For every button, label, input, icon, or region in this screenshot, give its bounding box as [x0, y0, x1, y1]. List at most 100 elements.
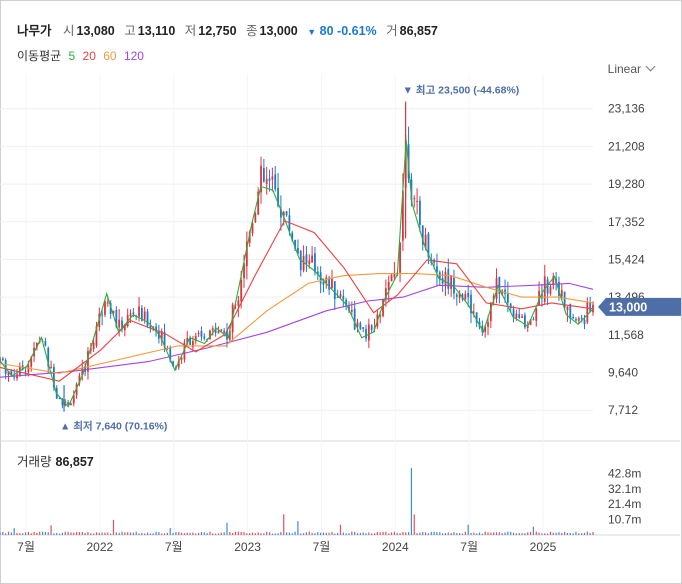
- volume-bar: [232, 533, 234, 535]
- volume-bar: [226, 522, 228, 535]
- candle-body: [455, 294, 458, 297]
- volume-bar: [24, 532, 27, 535]
- volume-bar: [481, 533, 483, 535]
- volume-bar: [390, 532, 393, 535]
- volume-bar: [101, 532, 103, 535]
- candle-body: [44, 341, 47, 346]
- candle-body: [209, 330, 211, 339]
- candle-body: [470, 294, 472, 314]
- close-label: 종: [246, 24, 258, 38]
- volume-value: 86,857: [399, 24, 438, 38]
- candle-body: [436, 266, 438, 273]
- volume-bar: [104, 532, 106, 535]
- candle-body: [123, 324, 126, 330]
- candle-body: [200, 330, 203, 337]
- y-tick-label: 23,136: [608, 102, 645, 116]
- volume-bar: [461, 533, 464, 535]
- candle-body: [518, 314, 521, 318]
- volume-bar: [325, 532, 327, 535]
- volume-bar: [115, 532, 117, 535]
- volume-bar: [575, 531, 577, 535]
- moving-average-legend[interactable]: 이동평균 5 20 60 120: [17, 47, 148, 64]
- candle-body: [484, 326, 487, 332]
- volume-bar: [237, 531, 239, 535]
- candle-body: [50, 367, 52, 369]
- candle-body: [322, 281, 325, 285]
- volume-bar: [422, 531, 424, 535]
- candle-body: [172, 361, 174, 367]
- y-tick-label: 19,280: [608, 177, 645, 191]
- volume-bar: [507, 531, 509, 535]
- candle-body: [495, 278, 498, 299]
- y-tick-label: 11,568: [608, 328, 644, 342]
- last-price-tag: [598, 297, 681, 316]
- open-label: 시: [63, 24, 75, 38]
- volume-bar: [478, 532, 481, 535]
- volume-bar: [504, 532, 506, 535]
- volume-bar: [524, 533, 526, 535]
- volume-bar: [305, 532, 308, 535]
- candle-body: [302, 255, 305, 271]
- volume-bar: [547, 533, 549, 535]
- candle-body: [572, 316, 575, 319]
- scale-mode-label: Linear: [607, 62, 641, 76]
- volume-bar: [129, 532, 132, 535]
- volume-bar: [58, 533, 61, 535]
- volume-bar: [98, 532, 100, 535]
- volume-bar: [371, 533, 373, 535]
- volume-bar: [195, 533, 197, 535]
- close-value: 13,000: [259, 24, 298, 38]
- candle-body: [569, 303, 572, 319]
- volume-bar: [110, 533, 112, 535]
- candle-body: [291, 232, 294, 241]
- candle-body: [121, 320, 123, 330]
- candle-body: [203, 336, 206, 339]
- volume-bar: [368, 532, 370, 535]
- volume-bar: [430, 531, 432, 535]
- volume-bar: [288, 532, 291, 535]
- candle-body: [532, 319, 535, 321]
- volume-bar: [447, 532, 449, 535]
- volume-bar: [586, 531, 588, 535]
- volume-bar: [93, 533, 95, 535]
- candle-body: [467, 292, 470, 298]
- candle-body: [413, 198, 416, 200]
- change-arrow-icon: ▼: [307, 27, 317, 37]
- candle-body: [416, 200, 418, 202]
- scale-mode-dropdown[interactable]: Linear: [607, 61, 656, 76]
- volume-bar: [473, 532, 475, 535]
- volume-bar: [7, 531, 10, 535]
- candle-body: [345, 299, 348, 306]
- candle-body: [115, 309, 118, 327]
- volume-bar: [44, 531, 46, 535]
- volume-bar: [302, 533, 305, 535]
- volume-bar: [365, 533, 367, 535]
- candle-body: [487, 322, 489, 327]
- volume-bar: [439, 532, 441, 535]
- volume-bar: [22, 533, 24, 535]
- volume-bar: [107, 532, 109, 535]
- candle-body: [0, 358, 1, 362]
- candle-body: [356, 322, 359, 328]
- candle-body: [248, 231, 251, 243]
- candle-body: [67, 402, 69, 405]
- volume-bar: [459, 533, 461, 535]
- open-value: 13,080: [76, 24, 115, 38]
- volume-bar: [158, 532, 160, 535]
- candle-body: [268, 178, 271, 181]
- volume-bar: [314, 533, 316, 535]
- candle-body: [362, 327, 365, 329]
- candle-body: [515, 313, 518, 318]
- candle-body: [379, 315, 382, 317]
- volume-bar: [220, 532, 222, 535]
- candle-body: [390, 274, 393, 282]
- volume-bar: [544, 533, 546, 535]
- min-annotation: ▲ 최저 7,640 (70.16%): [60, 420, 167, 433]
- volume-bar: [493, 532, 495, 535]
- volume-bar: [53, 533, 55, 535]
- candle-body: [149, 325, 152, 329]
- volume-bar: [192, 532, 194, 535]
- candle-body: [282, 211, 285, 217]
